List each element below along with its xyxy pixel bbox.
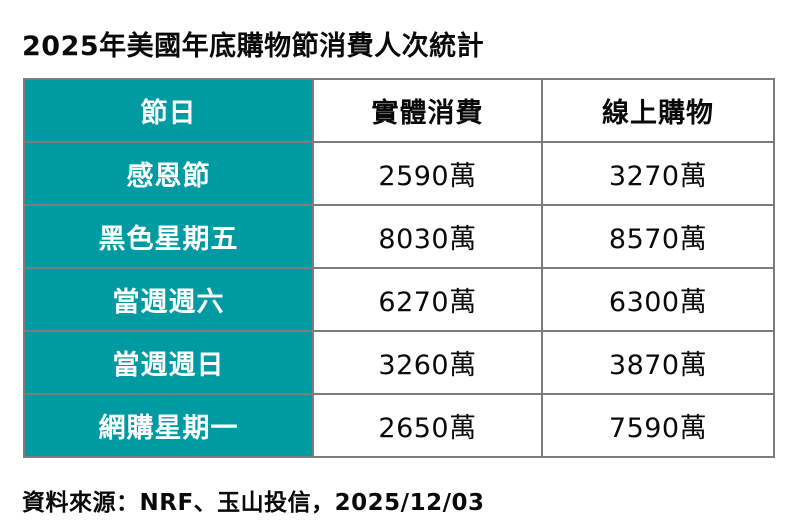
physical-value-cell: 2590萬: [312, 141, 543, 206]
physical-value-cell: 2650萬: [312, 393, 543, 458]
online-value-cell: 3870萬: [541, 330, 775, 395]
header-cell-physical: 實體消費: [312, 78, 543, 143]
table-row-thanksgiving: 感恩節 2590萬 3270萬: [23, 141, 775, 206]
stats-table: 節日 實體消費 線上購物 感恩節 2590萬 3270萬 黑色星期五 8030萬…: [23, 78, 775, 458]
table-row-sunday: 當週週日 3260萬 3870萬: [23, 330, 775, 395]
online-value-cell: 3270萬: [541, 141, 775, 206]
physical-value-cell: 6270萬: [312, 267, 543, 332]
table-row-saturday: 當週週六 6270萬 6300萬: [23, 267, 775, 332]
festival-cell: 當週週六: [23, 267, 314, 332]
festival-cell: 當週週日: [23, 330, 314, 395]
physical-value-cell: 3260萬: [312, 330, 543, 395]
festival-cell: 黑色星期五: [23, 204, 314, 269]
table-row-cyber-monday: 網購星期一 2650萬 7590萬: [23, 393, 775, 458]
physical-value-cell: 8030萬: [312, 204, 543, 269]
festival-cell: 網購星期一: [23, 393, 314, 458]
table-row-black-friday: 黑色星期五 8030萬 8570萬: [23, 204, 775, 269]
table-header-row: 節日 實體消費 線上購物: [23, 78, 775, 143]
festival-cell: 感恩節: [23, 141, 314, 206]
source-note: 資料來源：NRF、玉山投信，2025/12/03: [22, 490, 485, 516]
header-cell-online: 線上購物: [541, 78, 775, 143]
online-value-cell: 8570萬: [541, 204, 775, 269]
online-value-cell: 7590萬: [541, 393, 775, 458]
online-value-cell: 6300萬: [541, 267, 775, 332]
page-title: 2025年美國年底購物節消費人次統計: [22, 31, 485, 62]
header-cell-festival: 節日: [23, 78, 314, 143]
